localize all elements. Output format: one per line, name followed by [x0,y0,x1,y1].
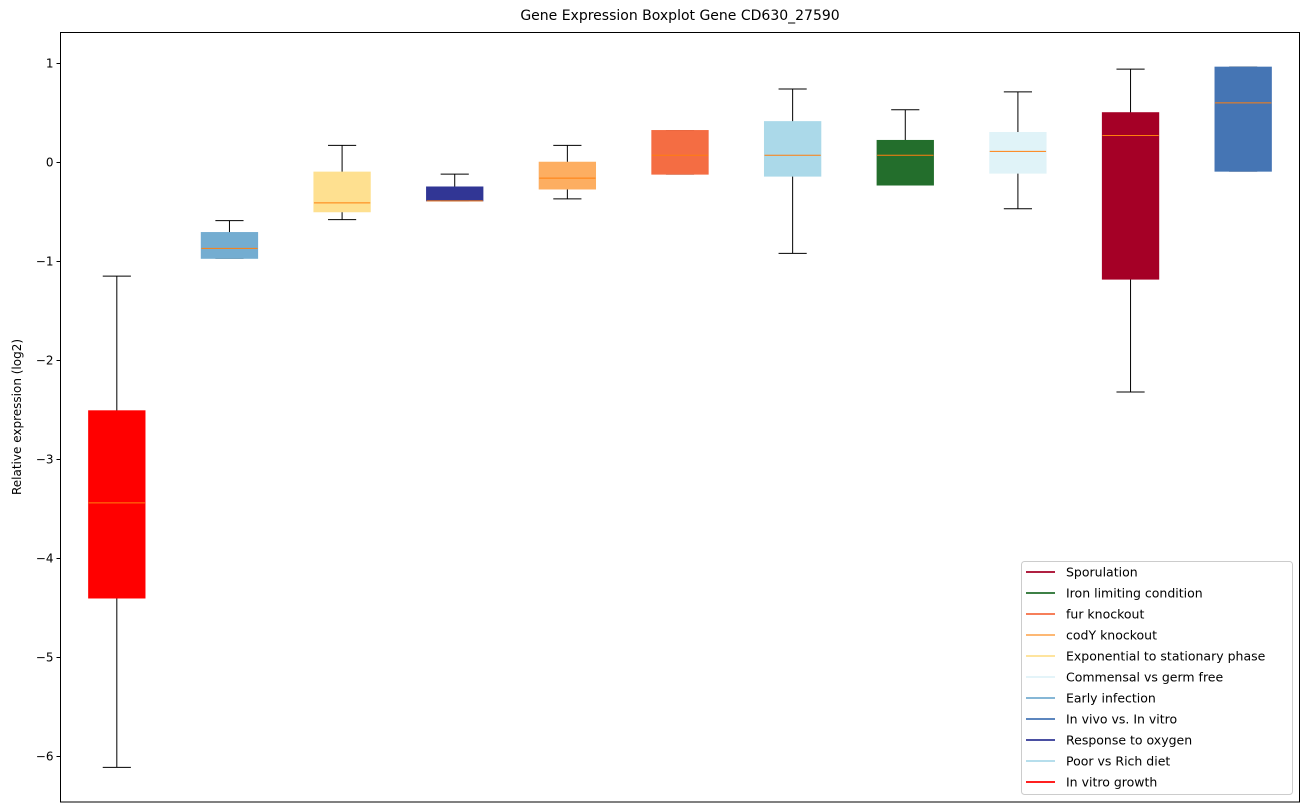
legend-frame [1021,561,1293,795]
box-fur-knockout [651,130,709,175]
legend-label: Response to oxygen [1066,733,1192,748]
box-body [763,121,822,177]
y-tick-label: −3 [36,453,54,467]
legend-entry: Sporulation [1026,565,1138,580]
legend-label: Early infection [1066,691,1156,706]
chart-title: Gene Expression Boxplot Gene CD630_27590 [520,8,839,24]
legend-label: In vitro growth [1066,775,1157,790]
y-tick-label: −5 [36,651,54,665]
box-body [876,139,934,186]
legend-label: Poor vs Rich diet [1066,754,1170,769]
legend-entry: codY knockout [1026,628,1157,643]
y-tick-label: −1 [36,255,54,269]
y-tick-label: 1 [46,57,54,71]
box-body [88,410,146,599]
box-in-vitro-growth [88,275,146,768]
box-early-infection [200,220,259,259]
box-body [426,186,484,202]
legend-entry: fur knockout [1026,607,1144,622]
box-cody-knockout [538,144,597,200]
boxes [88,66,1272,768]
y-tick-label: −2 [36,354,54,368]
legend-label: fur knockout [1066,607,1144,622]
box-body [313,171,371,213]
box-body [989,132,1047,174]
box-commensal-vs-germ-free [989,91,1047,210]
y-tick-label: 0 [46,156,54,170]
legend-label: In vivo vs. In vitro [1066,712,1177,727]
legend-entry: Commensal vs germ free [1026,670,1223,685]
legend-entry: In vivo vs. In vitro [1026,712,1177,727]
box-sporulation [1101,68,1160,393]
box-body [200,232,259,259]
legend-entry: In vitro growth [1026,775,1157,790]
legend-label: Commensal vs germ free [1066,670,1223,685]
box-body [651,130,709,175]
y-axis-ticks: 1 0 −1 −2 −3 −4 −5 −6 [36,57,61,764]
box-body [1214,66,1272,172]
legend-entry: Early infection [1026,691,1156,706]
legend-label: Iron limiting condition [1066,586,1203,601]
box-body [538,161,597,190]
y-tick-label: −4 [36,552,54,566]
box-in-vivo-vs-in-vitro [1214,66,1272,172]
legend-entry: Poor vs Rich diet [1026,754,1170,769]
box-poor-vs-rich-diet [763,88,822,254]
y-axis-label: Relative expression (log2) [10,339,24,495]
box-response-to-oxygen [426,173,484,202]
legend-label: codY knockout [1066,628,1157,643]
plot-frame [60,32,1300,803]
legend: Sporulation Iron limiting condition fur kn… [1021,561,1293,795]
legend-label: Exponential to stationary phase [1066,649,1266,664]
legend-entry: Iron limiting condition [1026,586,1203,601]
box-iron-limiting-condition [876,109,934,186]
legend-entry: Exponential to stationary phase [1026,649,1266,664]
y-tick-label: −6 [36,750,54,764]
legend-entry: Response to oxygen [1026,733,1192,748]
box-exponential-to-stationary-phase [313,144,371,221]
legend-label: Sporulation [1066,565,1138,580]
box-body [1101,112,1160,280]
